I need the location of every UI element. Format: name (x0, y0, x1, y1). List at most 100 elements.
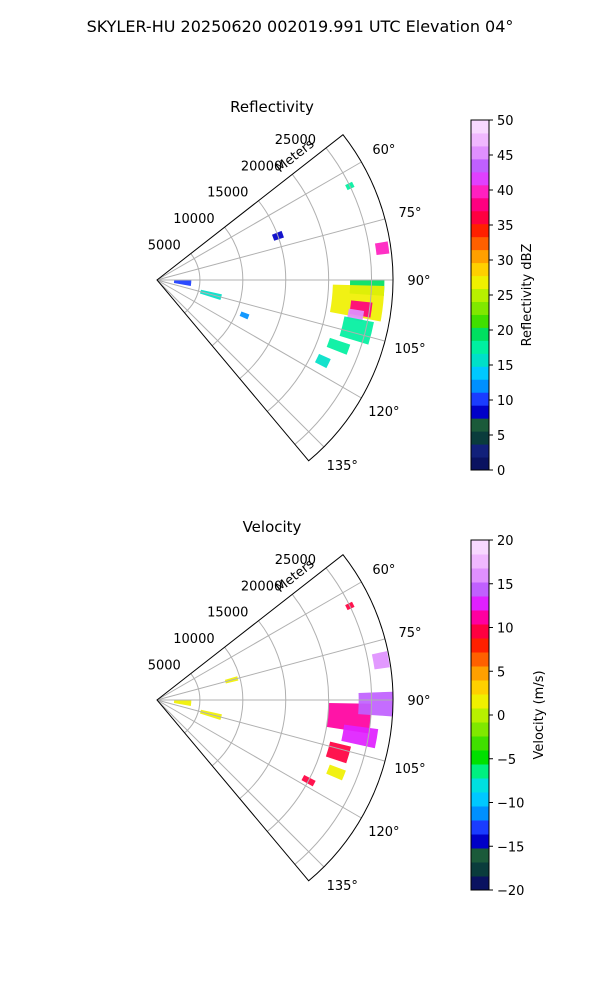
colorbar-label: Velocity (m/s) (532, 670, 547, 759)
colorbar-tick-label: 40 (497, 184, 514, 199)
colorbar-tick-label: 50 (497, 114, 514, 129)
echo-cell (325, 741, 352, 764)
colorbar-segment (471, 457, 489, 471)
azimuth-tick-label: 75° (399, 206, 422, 221)
echo-cell (173, 280, 192, 286)
colorbar-segment (471, 145, 489, 160)
colorbar-segment (471, 262, 489, 277)
colorbar-segment (471, 132, 489, 147)
azimuth-spoke (156, 279, 386, 342)
azimuth-tick-label: 60° (372, 143, 395, 158)
azimuth-spoke (156, 161, 362, 281)
azimuth-spoke (156, 638, 386, 701)
colorbar-segment (471, 820, 489, 835)
colorbar-segment (471, 379, 489, 393)
colorbar-tick-label: −5 (497, 753, 516, 768)
azimuth-tick-label: 90° (407, 274, 430, 289)
colorbar-segment (471, 652, 489, 667)
echo-layer (173, 181, 390, 369)
azimuth-tick-label: 105° (394, 342, 425, 357)
colorbar-tick-label: 25 (497, 289, 514, 304)
colorbar-segment (471, 444, 489, 458)
colorbar-tick-label: 5 (497, 665, 505, 680)
colorbar-tick-label: 5 (497, 429, 505, 444)
range-ring (267, 594, 330, 832)
colorbar-segment (471, 862, 489, 877)
azimuth-spoke (156, 581, 362, 701)
panel-title: Velocity (243, 518, 302, 536)
azimuth-spoke (156, 699, 386, 762)
colorbar-tick-label: 20 (497, 324, 514, 339)
azimuth-spoke (156, 279, 325, 448)
colorbar-tick-label: 30 (497, 254, 514, 269)
colorbar-segment (471, 158, 489, 173)
azimuth-tick-label: 135° (327, 879, 358, 894)
sector-outline (156, 554, 394, 882)
colorbar-tick-label: −20 (497, 884, 524, 899)
azimuth-spoke (156, 699, 362, 819)
range-tick-label: 10000 (173, 212, 214, 227)
colorbar-segment (471, 876, 489, 891)
colorbar-segment (471, 848, 489, 863)
azimuth-tick-label: 90° (407, 694, 430, 709)
colorbar-tick-label: 35 (497, 219, 514, 234)
colorbar-segment (471, 431, 489, 445)
colorbar-segment (471, 120, 489, 134)
colorbar-segment (471, 418, 489, 432)
colorbar-tick-label: 15 (497, 578, 514, 593)
range-tick-label: 20000 (241, 159, 282, 174)
colorbar-tick-label: −10 (497, 797, 524, 812)
colorbar-segment (471, 610, 489, 625)
colorbar-segment (471, 197, 489, 212)
colorbar-segment (471, 249, 489, 264)
colorbar-segment (471, 288, 489, 302)
colorbar-segment (471, 624, 489, 639)
echo-cell (239, 311, 250, 320)
colorbar-segment (471, 666, 489, 681)
colorbar-segment (471, 694, 489, 709)
colorbar-segment (471, 582, 489, 597)
colorbar-tick-label: 0 (497, 709, 505, 724)
range-ring (184, 253, 201, 314)
range-ring (184, 673, 201, 734)
azimuth-tick-label: 120° (368, 825, 399, 840)
colorbar-segment (471, 540, 489, 555)
azimuth-tick-label: 120° (368, 405, 399, 420)
colorbar-segment (471, 638, 489, 653)
colorbar-label: Reflectivity dBZ (520, 244, 535, 347)
echo-cell (339, 316, 374, 345)
echo-cell (341, 724, 379, 749)
echo-cell (173, 700, 192, 706)
range-tick-label: 20000 (241, 579, 282, 594)
colorbar-segment (471, 392, 489, 406)
range-tick-label: 25000 (275, 553, 316, 568)
range-ring (294, 147, 373, 445)
range-ring (239, 200, 287, 379)
velocity-panel: Velocity 5000 10000 15000 20000 25000 60° 75° 90… (148, 518, 547, 899)
colorbar-segment (471, 171, 489, 186)
colorbar-segment (471, 353, 489, 367)
range-tick-label: 15000 (207, 606, 248, 621)
range-tick-label: 5000 (148, 659, 181, 674)
colorbar-tick-label: 20 (497, 534, 514, 549)
colorbar-segment (471, 680, 489, 695)
azimuth-tick-label: 135° (327, 459, 358, 474)
range-tick-label: 15000 (207, 186, 248, 201)
colorbar-segment (471, 314, 489, 328)
echo-cell (358, 691, 394, 717)
azimuth-tick-label: 60° (372, 563, 395, 578)
azimuth-spoke (156, 218, 386, 281)
colorbar-segment (471, 405, 489, 419)
colorbar-tick-label: 10 (497, 394, 514, 409)
echo-cell (326, 337, 351, 355)
range-ring (211, 646, 244, 767)
colorbar-tick-label: 10 (497, 622, 514, 637)
colorbar-segment (471, 327, 489, 341)
colorbar-segment (471, 708, 489, 723)
colorbar-segment (471, 275, 489, 290)
colorbar-segment (471, 210, 489, 225)
reflectivity-panel: Reflectivity 5000 10000 15000 20000 25000 60° 7… (148, 98, 535, 479)
azimuth-tick-label: 75° (399, 626, 422, 641)
colorbar-segment (471, 806, 489, 821)
figure-suptitle: SKYLER-HU 20250620 002019.991 UTC Elevat… (87, 17, 514, 36)
